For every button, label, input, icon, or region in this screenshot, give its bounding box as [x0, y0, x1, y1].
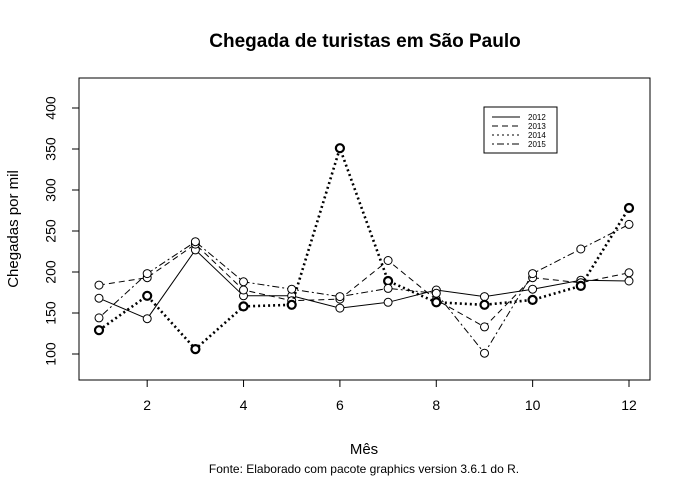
source-caption: Fonte: Elaborado com pacote graphics ver… [209, 462, 519, 476]
legend-box [483, 106, 558, 154]
y-axis-label: Chegadas por mil [5, 170, 22, 288]
data-point-2015-2 [142, 269, 152, 279]
data-point-2015-7 [383, 283, 393, 293]
data-point-2015-8 [431, 288, 441, 298]
data-point-2015-11 [576, 244, 586, 254]
x-tick-label: 4 [240, 397, 248, 413]
data-point-2012-2 [142, 314, 152, 324]
data-point-2014-4 [238, 301, 249, 312]
data-point-2013-9 [480, 322, 489, 332]
data-point-2012-9 [480, 292, 489, 302]
x-tick-label: 2 [143, 397, 151, 413]
data-point-2015-1 [94, 313, 104, 323]
data-point-2013-12 [624, 268, 634, 278]
data-point-2014-12 [623, 202, 635, 214]
x-tick-label: 6 [336, 397, 344, 413]
x-tick-label: 8 [432, 397, 440, 413]
legend-label-2013: 2013 [528, 122, 546, 131]
legend-label-2012: 2012 [528, 113, 546, 122]
series-2014 [93, 143, 635, 355]
data-point-2014-8 [431, 297, 442, 308]
y-tick-label: 100 [43, 342, 59, 366]
data-point-2012-6 [335, 303, 345, 313]
y-axis: 100 150 200 250 300 350 400 [43, 96, 80, 366]
series-line-2013 [98, 243, 630, 328]
data-point-2012-12 [624, 276, 634, 286]
series-2015 [94, 219, 634, 358]
series-layer [93, 143, 635, 358]
series-line-2014 [98, 144, 631, 351]
x-tick-label: 12 [621, 397, 637, 413]
legend-label-2014: 2014 [528, 131, 546, 140]
data-point-2013-1 [94, 280, 104, 290]
y-tick-label: 250 [43, 219, 59, 243]
data-point-2013-7 [383, 256, 393, 265]
data-point-2012-1 [94, 293, 104, 303]
data-point-2015-3 [190, 237, 200, 247]
y-tick-label: 300 [43, 178, 59, 202]
data-point-2014-9 [479, 299, 490, 310]
series-line-2012 [98, 249, 630, 320]
y-tick-label: 200 [43, 260, 59, 284]
legend-label-2015: 2015 [528, 140, 546, 149]
data-point-2014-10 [527, 294, 538, 305]
x-axis-label: Mês [350, 441, 378, 458]
data-point-2014-5 [286, 299, 297, 310]
y-tick-label: 400 [43, 96, 59, 120]
data-point-2014-6 [334, 143, 345, 154]
data-point-2014-3 [190, 344, 201, 355]
data-point-2014-7 [383, 275, 394, 287]
data-point-2015-4 [239, 277, 248, 287]
y-tick-label: 350 [43, 137, 59, 161]
plot-frame [78, 77, 651, 381]
x-tick-label: 10 [525, 397, 541, 413]
data-point-2015-10 [528, 269, 538, 279]
data-point-2015-5 [287, 284, 297, 294]
data-point-2012-7 [383, 297, 393, 307]
data-point-2015-9 [480, 348, 489, 358]
data-point-2015-6 [335, 292, 345, 302]
data-point-2013-4 [239, 285, 248, 295]
data-point-2014-2 [142, 290, 153, 301]
data-point-2015-12 [624, 219, 634, 229]
series-line-2015 [98, 223, 630, 355]
data-point-2014-11 [575, 280, 586, 291]
y-tick-label: 150 [43, 301, 59, 325]
data-point-2014-1 [93, 325, 105, 336]
x-axis: 2 4 6 8 10 12 [143, 379, 637, 413]
chart-title: Chegada de turistas em São Paulo [209, 31, 520, 52]
data-point-2012-10 [528, 284, 538, 294]
